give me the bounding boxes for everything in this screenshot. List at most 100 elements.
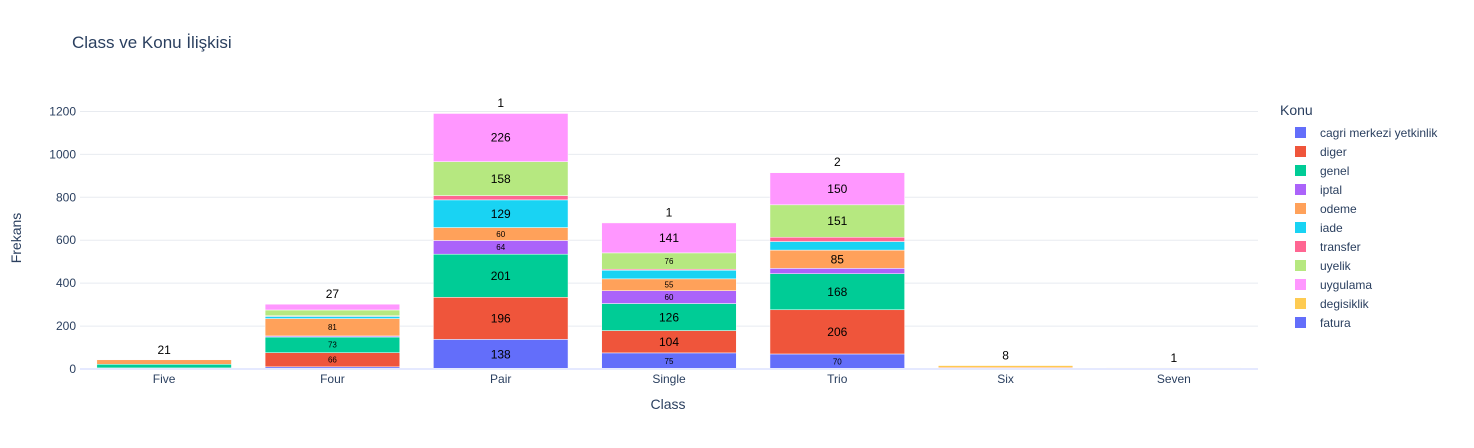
legend-label: diger	[1320, 144, 1347, 159]
legend-swatch	[1295, 203, 1306, 214]
legend-swatch	[1295, 260, 1306, 271]
x-tick-label: Trio	[827, 372, 848, 386]
bar-data-label: 138	[491, 347, 511, 361]
bar-segment-iade	[769, 241, 905, 251]
bar-segment-uyelik	[264, 309, 400, 317]
bar-total-label: 1	[497, 96, 504, 110]
bar-data-label: 81	[328, 323, 337, 332]
legend-swatch	[1295, 222, 1306, 233]
legend-item-genel[interactable]: genel	[1280, 161, 1437, 180]
x-tick-label: Pair	[490, 372, 511, 386]
bar-data-label: 75	[665, 357, 674, 366]
legend-label: odeme	[1320, 201, 1357, 216]
bar-data-label: 226	[491, 131, 511, 145]
bar-data-label: 150	[827, 182, 847, 196]
legend-title: Konu	[1280, 102, 1313, 118]
bar-data-label: 76	[665, 257, 674, 266]
x-tick-label: Single	[652, 372, 686, 386]
legend-item-iade[interactable]: iade	[1280, 218, 1437, 237]
bar-segment-transfer	[433, 195, 569, 201]
bar-total-label: 27	[326, 287, 340, 301]
legend-swatch	[1295, 146, 1306, 157]
legend-item-iptal[interactable]: iptal	[1280, 180, 1437, 199]
bar-segment-degisiklik	[601, 222, 737, 224]
x-tick-label: Five	[153, 372, 176, 386]
bar-data-label: 196	[491, 312, 511, 326]
bar-segment-iade	[264, 316, 400, 319]
bar-segment-uyelik	[433, 161, 569, 196]
legend-item-cagri-merkezi-yetkinlik[interactable]: cagri merkezi yetkinlik	[1280, 123, 1437, 142]
legend-item-degisiklik[interactable]: degisiklik	[1280, 294, 1437, 313]
bar-segment-uygulama	[769, 172, 905, 206]
bar-data-label: 129	[491, 207, 511, 221]
bar-total-label: 1	[666, 205, 673, 219]
y-tick-label: 1200	[49, 104, 76, 118]
y-tick-label: 200	[56, 319, 76, 333]
y-tick-label: 400	[56, 276, 76, 290]
bar-data-label: 206	[827, 325, 847, 339]
y-tick-label: 600	[56, 233, 76, 247]
bar-total-label: 8	[1002, 349, 1009, 363]
bar-segment-diger	[433, 297, 569, 340]
bar-segment-genel	[96, 364, 232, 369]
legend-swatch	[1295, 165, 1306, 176]
bar-segment-iade	[601, 270, 737, 280]
legend-label: fatura	[1320, 315, 1351, 330]
bar-data-label: 66	[328, 356, 337, 365]
bar-data-label: 126	[659, 310, 679, 324]
legend-swatch	[1295, 298, 1306, 309]
legend-swatch	[1295, 184, 1306, 195]
bar-segment-genel	[433, 253, 569, 298]
bar-segment-degisiklik	[769, 171, 905, 173]
legend-swatch	[1295, 127, 1306, 138]
bar-data-label: 85	[831, 252, 845, 266]
bar-total-label: 2	[834, 155, 841, 169]
legend-label: uygulama	[1320, 277, 1373, 292]
bar-segment-transfer	[769, 236, 905, 242]
legend-label: iptal	[1320, 182, 1343, 197]
legend-label: uyelik	[1320, 258, 1351, 273]
bar-segment-uygulama	[601, 222, 737, 254]
legend-item-uyelik[interactable]: uyelik	[1280, 256, 1437, 275]
chart-title: Class ve Konu İlişkisi	[72, 33, 232, 52]
bar-data-label: 151	[827, 214, 847, 228]
legend-label: cagri merkezi yetkinlik	[1320, 125, 1438, 140]
bar-data-label: 168	[827, 285, 847, 299]
bar-total-label: 1	[1171, 351, 1178, 365]
legend-item-odeme[interactable]: odeme	[1280, 199, 1437, 218]
legend-label: transfer	[1320, 239, 1361, 254]
bar-data-label: 141	[659, 231, 679, 245]
legend-item-uygulama[interactable]: uygulama	[1280, 275, 1437, 294]
bar-data-label: 64	[496, 243, 505, 252]
bar-segment-uygulama	[433, 112, 569, 162]
legend-label: iade	[1320, 220, 1343, 235]
bar-segment-genel	[601, 303, 737, 331]
bar-data-label: 201	[491, 269, 511, 283]
legend-item-fatura[interactable]: fatura	[1280, 313, 1437, 332]
legend-swatch	[1295, 317, 1306, 328]
bar-segment-uyelik	[769, 204, 905, 238]
bar-segment-degisiklik	[938, 365, 1074, 368]
legend-item-transfer[interactable]: transfer	[1280, 237, 1437, 256]
legend-item-diger[interactable]: diger	[1280, 142, 1437, 161]
bar-data-label: 55	[665, 281, 674, 290]
y-tick-label: 1000	[49, 147, 76, 161]
bar-data-label: 104	[659, 335, 679, 349]
bar-segment-uygulama	[264, 303, 400, 311]
bar-data-label: 73	[328, 341, 337, 350]
x-tick-label: Seven	[1157, 372, 1191, 386]
bar-data-label: 60	[496, 230, 505, 239]
y-tick-label: 800	[56, 190, 76, 204]
bar-segment-iptal	[769, 268, 905, 274]
bar-data-label: 60	[665, 293, 674, 302]
bar-data-label: 70	[833, 357, 842, 366]
x-axis-title: Class	[650, 396, 686, 412]
y-tick-label: 0	[69, 362, 76, 376]
legend-label: genel	[1320, 163, 1350, 178]
bar-segment-fatura	[433, 339, 569, 370]
x-tick-label: Four	[320, 372, 345, 386]
bar-data-label: 158	[491, 172, 511, 186]
legend: Konu cagri merkezi yetkinlik diger genel ip…	[1280, 102, 1437, 332]
legend-swatch	[1295, 279, 1306, 290]
